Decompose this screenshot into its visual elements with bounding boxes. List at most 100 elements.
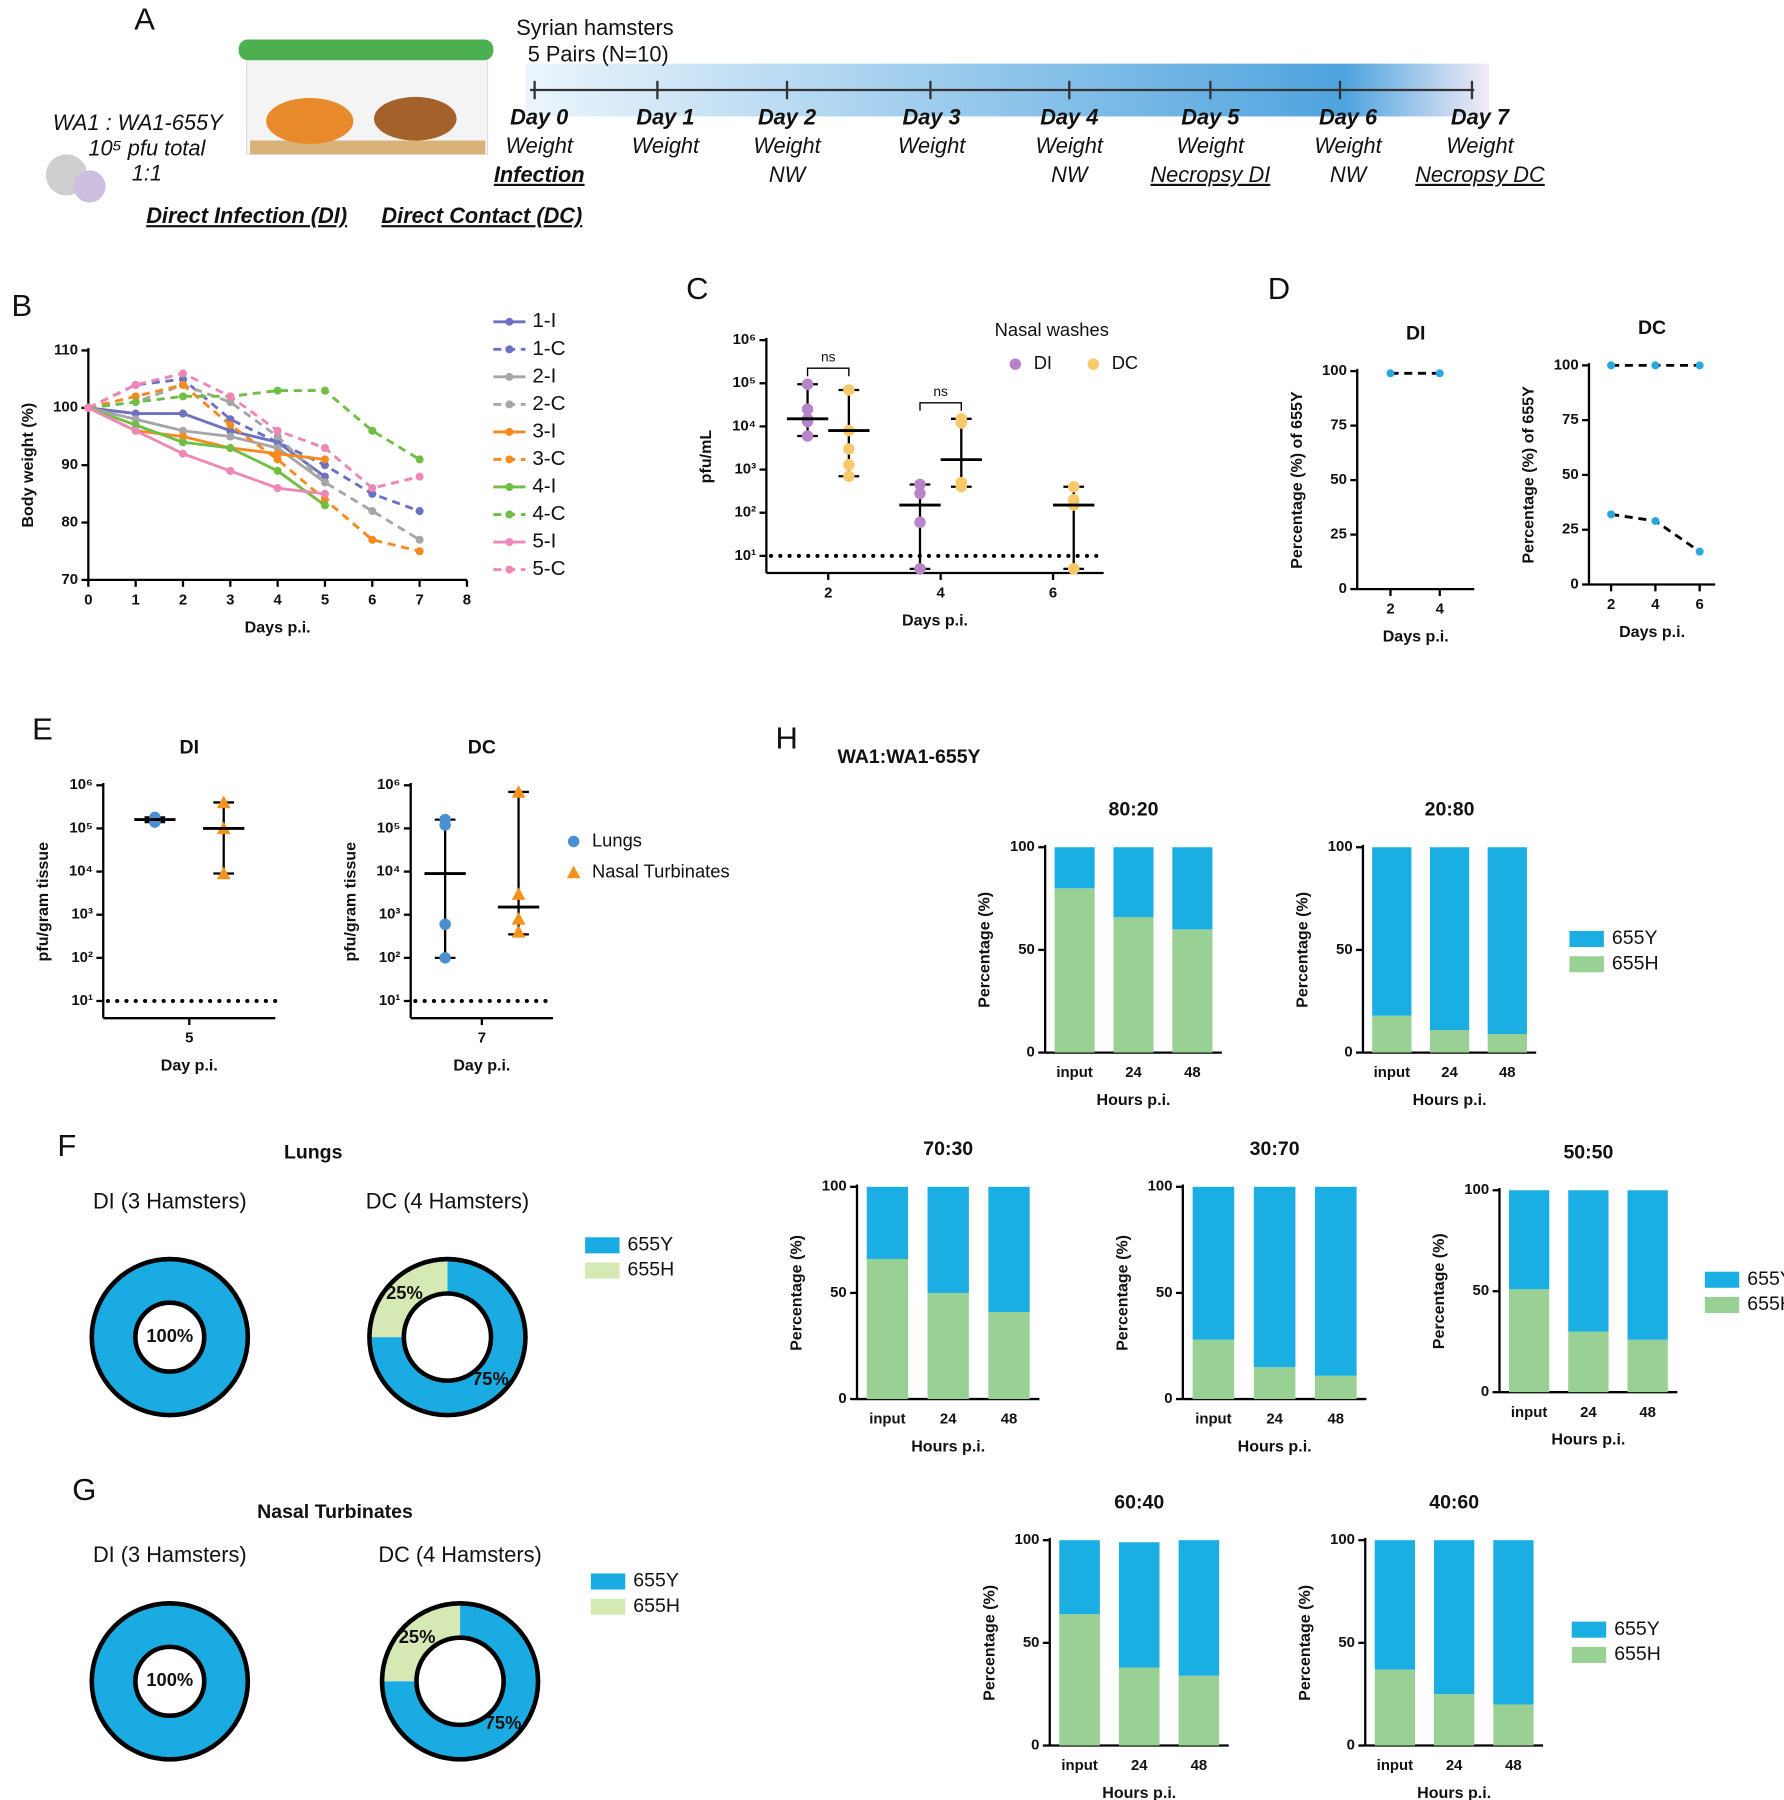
comparison-bracket (806, 367, 850, 377)
y-tick-label: 75 (1562, 412, 1579, 428)
data-point (914, 478, 926, 491)
data-point (226, 421, 235, 430)
y-tick-label: 10⁶ (69, 777, 92, 793)
y-tick-label: 0 (1481, 1384, 1489, 1400)
y-tick-label: 75 (1330, 418, 1347, 434)
value-label: 100% (146, 1325, 193, 1346)
y-tick-label: 70 (61, 572, 78, 588)
day-event: Weight (632, 133, 700, 158)
data-point (320, 443, 329, 452)
bar-segment (1434, 1540, 1475, 1695)
legend-swatch (590, 1598, 626, 1615)
bar-segment (1374, 1669, 1416, 1746)
y-tick-label: 50 (1473, 1283, 1490, 1299)
y-tick-label: 50 (1562, 467, 1579, 483)
data-point (320, 461, 329, 470)
x-axis-label: Hours p.i. (1238, 1437, 1312, 1455)
data-point (226, 432, 235, 441)
x-axis-label: Hours p.i. (1551, 1431, 1625, 1449)
x-tick-label: 4 (273, 593, 282, 609)
data-point (320, 501, 329, 510)
y-tick-label: 25 (1562, 522, 1579, 538)
data-point (131, 421, 140, 430)
timeline-title: Syrian hamsters (516, 15, 673, 40)
day-label: Day 4 (1040, 104, 1098, 129)
bar-segment (1372, 847, 1412, 1016)
x-tick-label: 48 (1639, 1405, 1656, 1421)
data-point (273, 426, 282, 435)
bar-segment (1487, 1034, 1527, 1053)
legend-label: 655H (1747, 1293, 1784, 1315)
x-tick-label: input (1056, 1065, 1092, 1081)
data-point (511, 887, 526, 900)
legend-label: 655H (628, 1259, 675, 1281)
data-point (226, 398, 235, 407)
x-tick-label: 4 (1651, 597, 1660, 613)
bar-segment (1054, 847, 1095, 889)
data-point (955, 481, 968, 493)
data-point (320, 478, 329, 487)
x-tick-label: input (1195, 1412, 1231, 1428)
data-point (1607, 361, 1616, 370)
bar-segment (1627, 1339, 1668, 1393)
data-point (131, 392, 140, 401)
data-point (914, 516, 926, 529)
donut-hole (133, 1644, 207, 1719)
bar-segment (1314, 1186, 1357, 1376)
data-point (801, 378, 814, 390)
legend-swatch (505, 510, 514, 519)
panel-label: E (32, 712, 53, 747)
data-point (273, 443, 282, 452)
y-axis-label: pfu/mL (697, 430, 715, 484)
bar-segment (1374, 1540, 1416, 1670)
data-point (273, 449, 282, 458)
legend-swatch (585, 1262, 620, 1279)
data-point (415, 455, 424, 464)
bar-segment (1568, 1331, 1609, 1393)
x-tick-label: 48 (1499, 1065, 1516, 1081)
data-point (1386, 369, 1395, 378)
data-point (131, 380, 140, 389)
legend-swatch (505, 482, 514, 491)
x-axis-label: Day p.i. (453, 1057, 510, 1075)
bar-segment (1178, 1540, 1220, 1676)
panel-title: Lungs (284, 1142, 343, 1164)
donut-outline (89, 1256, 251, 1418)
data-point (216, 866, 231, 880)
bar-segment (1192, 1339, 1235, 1400)
data-point (178, 375, 188, 384)
data-point (511, 912, 526, 925)
y-tick-label: 90 (61, 457, 78, 473)
y-axis-label: Percentage (%) (980, 1585, 998, 1701)
data-point (439, 952, 451, 964)
legend-swatch (1087, 358, 1100, 370)
bar-segment (1429, 1029, 1470, 1053)
y-tick-label: 10² (71, 950, 93, 966)
data-point (131, 398, 140, 407)
hamster (374, 96, 457, 141)
series-line (88, 389, 421, 461)
data-point (439, 918, 451, 931)
bar-segment (1118, 1542, 1160, 1668)
bar-segment (1059, 1540, 1100, 1615)
y-tick-label: 10³ (71, 907, 93, 923)
series-line (88, 383, 421, 541)
legend-swatch (505, 345, 514, 354)
chart-title: 60:40 (1114, 1492, 1164, 1514)
x-tick-label: 6 (1696, 597, 1704, 613)
bar-segment (1429, 847, 1470, 1030)
y-tick-label: 10⁶ (377, 777, 400, 793)
data-point (131, 426, 140, 435)
y-tick-label: 100 (1464, 1182, 1489, 1198)
y-tick-label: 10⁵ (377, 820, 401, 836)
value-label: 100% (146, 1669, 193, 1690)
x-tick-label: input (1374, 1065, 1410, 1081)
data-point (914, 563, 926, 575)
legend-swatch (505, 538, 514, 547)
x-tick-label: 4 (1436, 602, 1445, 618)
data-point (226, 392, 235, 401)
x-tick-label: 48 (1184, 1065, 1201, 1081)
y-tick-label: 10³ (735, 462, 757, 478)
bar-segment (1172, 847, 1213, 930)
